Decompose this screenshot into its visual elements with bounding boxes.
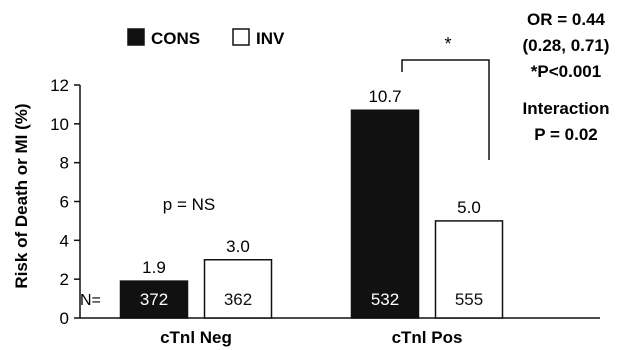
bar-cons-1 [350, 109, 420, 319]
bars: 1.9 372 10.7 532 3.0 362 5.0 555 [119, 87, 504, 319]
interaction-annotation: Interaction P = 0.02 [523, 99, 610, 144]
bar-value-label: 5.0 [457, 198, 481, 217]
odds-ratio-annotation: OR = 0.44 (0.28, 0.71) *P<0.001 [523, 10, 610, 81]
y-tick-label: 0 [60, 309, 69, 328]
y-tick-label: 2 [60, 270, 69, 289]
bar-cons-0 [119, 280, 189, 319]
bar-value-label: 10.7 [368, 87, 401, 106]
bar-n-label: 372 [140, 290, 168, 309]
y-tick-label: 4 [60, 231, 69, 250]
x-category-label-neg: cTnl Neg [160, 328, 232, 347]
bar-n-label: 532 [371, 290, 399, 309]
legend: CONS INV [127, 28, 285, 48]
bracket-star: * [444, 34, 451, 54]
x-category-label-pos: cTnl Pos [392, 328, 463, 347]
y-axis-label: Risk of Death or MI (%) [12, 103, 31, 288]
y-tick-label: 6 [60, 193, 69, 212]
or-line-3: *P<0.001 [531, 62, 601, 81]
interaction-line-2: P = 0.02 [534, 125, 598, 144]
n-prefix: N= [80, 292, 101, 309]
y-tick-label: 12 [50, 76, 69, 95]
annotation-p-ns: p = NS [163, 195, 215, 214]
y-tick-label: 8 [60, 154, 69, 173]
y-tick-label: 10 [50, 115, 69, 134]
or-line-2: (0.28, 0.71) [523, 36, 610, 55]
or-line-1: OR = 0.44 [527, 10, 606, 29]
bar-value-label: 1.9 [142, 258, 166, 277]
bar-value-label: 3.0 [226, 237, 250, 256]
bar-inv-0 [203, 259, 273, 319]
interaction-line-1: Interaction [523, 99, 610, 118]
legend-label-cons: CONS [151, 29, 200, 48]
y-ticks: 0 2 4 6 8 10 12 [50, 76, 80, 328]
significance-bracket: * [401, 34, 490, 160]
legend-label-inv: INV [256, 29, 285, 48]
bracket-line [401, 59, 490, 160]
bar-inv-1 [434, 220, 504, 319]
bar-n-label: 555 [455, 290, 483, 309]
legend-swatch-cons [127, 28, 145, 46]
bar-n-label: 362 [224, 290, 252, 309]
legend-swatch-inv [232, 28, 250, 46]
